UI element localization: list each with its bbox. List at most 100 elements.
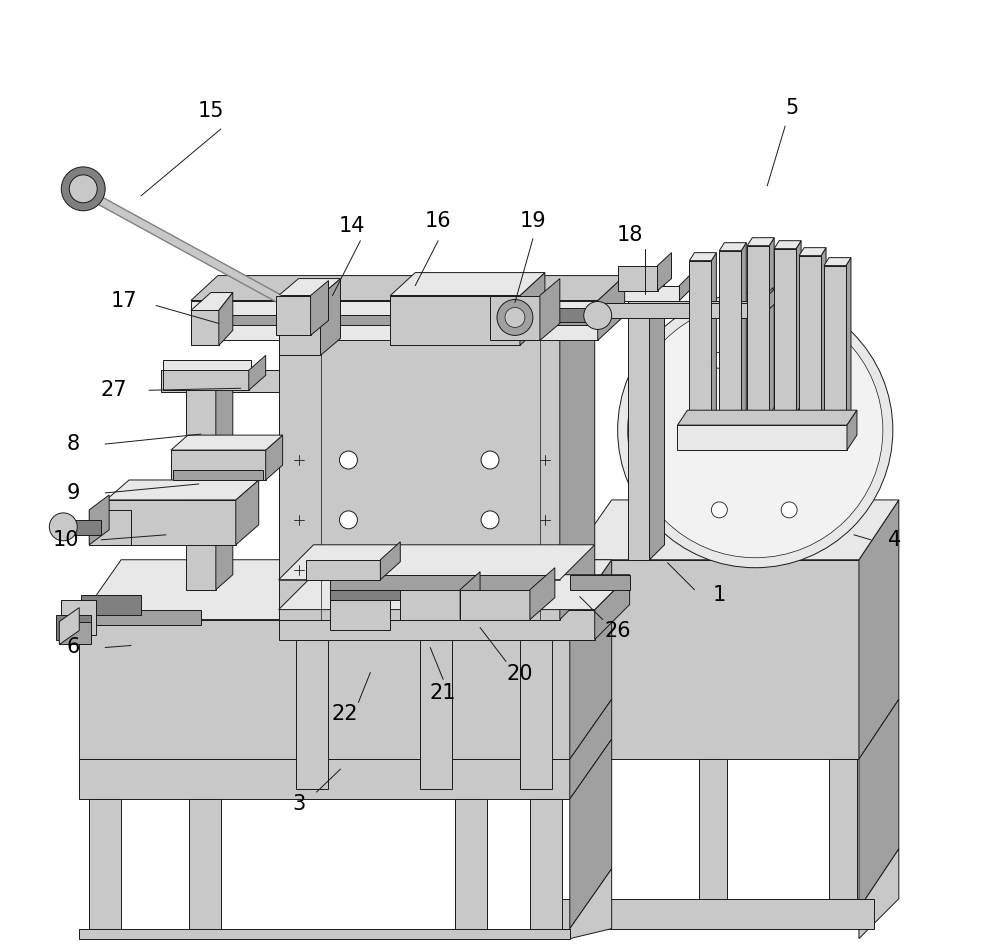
Polygon shape — [759, 289, 775, 319]
Text: 5: 5 — [786, 98, 799, 118]
Polygon shape — [520, 272, 545, 345]
Polygon shape — [79, 929, 570, 938]
Polygon shape — [530, 568, 555, 620]
Polygon shape — [555, 899, 874, 929]
Circle shape — [618, 292, 893, 568]
Polygon shape — [279, 575, 630, 609]
Polygon shape — [628, 301, 759, 315]
Circle shape — [584, 302, 612, 329]
Polygon shape — [330, 575, 550, 589]
Polygon shape — [279, 545, 595, 580]
Polygon shape — [161, 370, 286, 393]
Polygon shape — [598, 275, 625, 341]
Text: 6: 6 — [67, 638, 80, 657]
Polygon shape — [460, 589, 530, 620]
Polygon shape — [570, 499, 899, 560]
Polygon shape — [89, 495, 109, 545]
Text: 17: 17 — [111, 290, 137, 310]
Polygon shape — [279, 278, 340, 295]
Bar — [420, 639, 452, 789]
Polygon shape — [191, 310, 219, 345]
Circle shape — [339, 511, 357, 529]
Polygon shape — [279, 339, 560, 620]
Polygon shape — [859, 849, 899, 938]
Text: 19: 19 — [520, 211, 546, 231]
Polygon shape — [824, 257, 851, 266]
Polygon shape — [61, 600, 96, 635]
Polygon shape — [859, 499, 899, 759]
Polygon shape — [677, 425, 847, 450]
Bar — [89, 799, 121, 929]
Polygon shape — [570, 699, 612, 799]
Polygon shape — [321, 278, 340, 356]
Text: 15: 15 — [198, 101, 224, 121]
Text: 27: 27 — [101, 380, 127, 400]
Polygon shape — [390, 272, 545, 295]
Bar — [699, 759, 727, 919]
Circle shape — [61, 166, 105, 211]
Polygon shape — [79, 609, 201, 624]
Polygon shape — [286, 354, 303, 393]
Polygon shape — [79, 620, 570, 759]
Polygon shape — [719, 251, 741, 420]
Polygon shape — [279, 304, 595, 339]
Circle shape — [505, 307, 525, 327]
Polygon shape — [460, 571, 480, 620]
Polygon shape — [747, 237, 774, 246]
Polygon shape — [173, 470, 263, 480]
Text: 22: 22 — [331, 704, 358, 725]
Circle shape — [49, 513, 77, 541]
Polygon shape — [191, 292, 233, 310]
Polygon shape — [796, 240, 801, 413]
Polygon shape — [570, 560, 612, 759]
Polygon shape — [769, 237, 774, 415]
Polygon shape — [741, 243, 746, 420]
Polygon shape — [719, 243, 746, 251]
Polygon shape — [236, 480, 259, 545]
Circle shape — [781, 502, 797, 517]
Polygon shape — [679, 271, 694, 301]
Polygon shape — [615, 286, 679, 301]
Polygon shape — [61, 520, 101, 534]
Polygon shape — [846, 257, 851, 420]
Polygon shape — [799, 255, 821, 415]
Polygon shape — [711, 253, 716, 430]
Bar — [829, 759, 857, 919]
Polygon shape — [79, 759, 570, 799]
Polygon shape — [570, 560, 859, 759]
Bar — [296, 639, 328, 789]
Polygon shape — [821, 248, 826, 415]
Polygon shape — [81, 595, 141, 615]
Polygon shape — [400, 589, 460, 620]
Polygon shape — [249, 356, 266, 391]
Text: 21: 21 — [430, 683, 456, 704]
Text: 18: 18 — [616, 225, 643, 245]
Circle shape — [481, 511, 499, 529]
Polygon shape — [79, 560, 612, 620]
Polygon shape — [570, 739, 612, 929]
Text: 9: 9 — [67, 483, 80, 503]
Polygon shape — [689, 261, 711, 430]
Polygon shape — [677, 411, 857, 425]
Circle shape — [339, 451, 357, 469]
Circle shape — [497, 300, 533, 336]
Polygon shape — [191, 315, 598, 325]
Polygon shape — [59, 622, 91, 644]
Polygon shape — [598, 304, 759, 319]
Circle shape — [711, 502, 727, 517]
Polygon shape — [560, 304, 595, 620]
Text: 10: 10 — [53, 530, 80, 550]
Polygon shape — [490, 295, 540, 341]
Polygon shape — [774, 240, 801, 249]
Polygon shape — [390, 295, 520, 345]
Polygon shape — [106, 480, 259, 499]
Polygon shape — [774, 249, 796, 413]
Polygon shape — [618, 266, 658, 290]
Text: 16: 16 — [425, 211, 451, 231]
Polygon shape — [59, 607, 79, 644]
Polygon shape — [279, 609, 595, 639]
Polygon shape — [186, 385, 216, 589]
Polygon shape — [747, 246, 769, 415]
Polygon shape — [540, 278, 560, 341]
Bar — [520, 639, 552, 789]
